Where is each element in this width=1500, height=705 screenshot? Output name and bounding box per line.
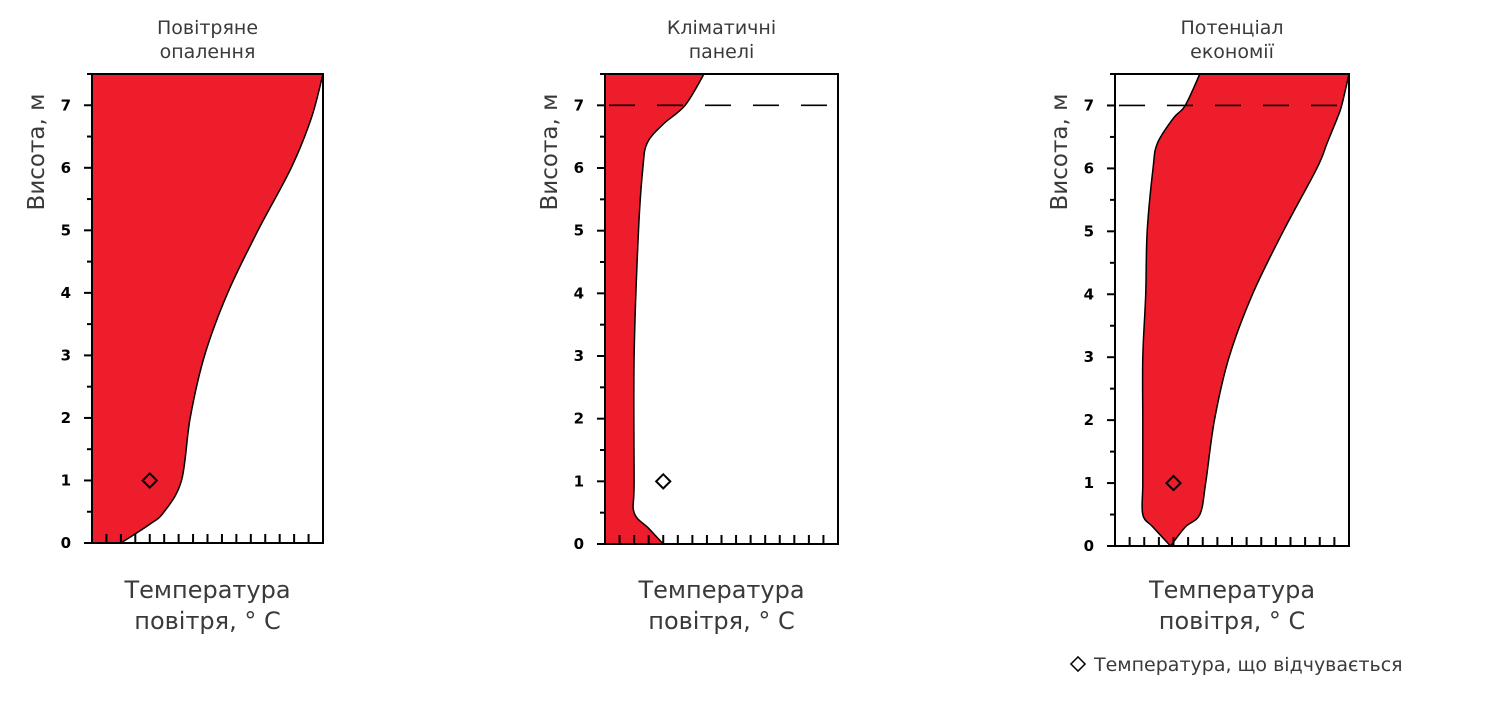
y-tick-label: 6 — [61, 159, 71, 177]
y-tick-label: 0 — [1084, 537, 1094, 555]
chart-title-line: Потенціал — [1180, 17, 1283, 39]
chart-title-line: опалення — [160, 41, 256, 63]
y-tick-label: 6 — [1084, 159, 1094, 177]
y-tick-label: 7 — [61, 96, 71, 114]
y-tick-label: 3 — [61, 346, 71, 364]
y-tick-label: 2 — [1084, 411, 1094, 429]
y-tick-label: 5 — [574, 222, 584, 240]
chart-title-line: Кліматичні — [667, 17, 776, 39]
y-tick-label: 0 — [61, 534, 71, 552]
chart-title-line: Повітряне — [157, 17, 258, 39]
y-tick-label: 0 — [574, 535, 584, 553]
y-axis-label: Висота, м — [537, 94, 563, 211]
x-axis-label-line: повітря, ° C — [1159, 607, 1305, 635]
y-tick-label: 2 — [574, 410, 584, 428]
chart-title-line: економії — [1190, 41, 1274, 63]
chart-title-line: панелі — [689, 41, 755, 63]
temperature-area — [604, 73, 706, 545]
y-tick-label: 5 — [1084, 222, 1094, 240]
y-tick-label: 1 — [1084, 474, 1094, 492]
y-tick-label: 1 — [574, 472, 584, 490]
x-axis-label-line: повітря, ° C — [134, 607, 280, 635]
legend: Температура, що відчувається — [1069, 654, 1403, 676]
y-axis-label: Висота, м — [1047, 94, 1073, 211]
y-tick-label: 4 — [1084, 285, 1094, 303]
x-axis-label-line: Температура — [1148, 576, 1315, 604]
felt-temperature-marker — [654, 472, 672, 490]
felt-temperature-marker — [1165, 474, 1182, 492]
y-tick-label: 3 — [1084, 348, 1094, 366]
x-axis-label-line: Температура — [123, 576, 290, 604]
y-tick-label: 2 — [61, 409, 71, 427]
y-tick-label: 4 — [61, 284, 71, 302]
legend-diamond-icon — [1069, 655, 1087, 673]
temperature-area — [91, 73, 324, 544]
y-tick-label: 5 — [61, 221, 71, 239]
felt-temperature-marker — [141, 471, 159, 489]
x-axis-label-line: Температура — [637, 576, 804, 604]
y-tick-label: 3 — [574, 347, 584, 365]
y-tick-label: 4 — [574, 284, 584, 302]
legend-text: Температура, що відчувається — [1093, 654, 1403, 676]
x-axis-label-line: повітря, ° C — [648, 607, 794, 635]
y-tick-label: 6 — [574, 159, 584, 177]
y-axis-label: Висота, м — [24, 94, 50, 211]
y-tick-label: 7 — [1084, 96, 1094, 114]
y-tick-label: 7 — [574, 96, 584, 114]
y-tick-label: 1 — [61, 471, 71, 489]
